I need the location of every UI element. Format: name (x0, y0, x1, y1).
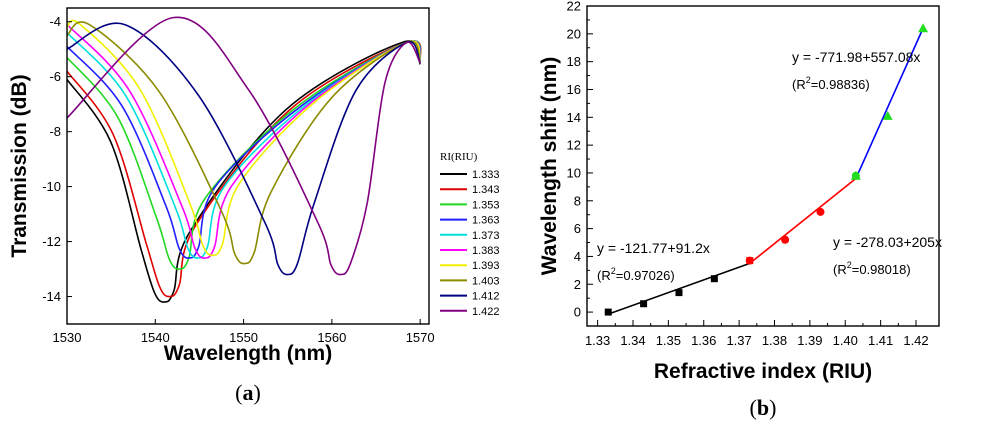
x-tick-label-b: 1.36 (691, 333, 716, 348)
series-line-1.393 (66, 19, 421, 257)
legend-title: RI(RIU) (440, 151, 478, 163)
y-tick-label-a: -14 (42, 289, 61, 304)
plot-frame-a (66, 7, 430, 325)
x-tick-label-b: 1.41 (868, 333, 893, 348)
legend-label: 1.383 (472, 245, 500, 257)
x-tick-label-a: 1550 (229, 330, 258, 345)
fit-line-range3 (855, 27, 924, 179)
x-tick-label-a: 1570 (406, 330, 435, 345)
data-point-circle (781, 235, 790, 244)
x-tick-label-b: 1.40 (833, 333, 858, 348)
y-axis-label-a: Transmission (dB) (8, 74, 31, 257)
series-line-1.422 (66, 16, 421, 276)
x-tick-label-a: 1560 (317, 330, 346, 345)
y-tick-label-b: 6 (574, 221, 581, 236)
data-point-square (675, 289, 683, 297)
legend-label: 1.353 (472, 199, 500, 211)
legend-a: RI(RIU) 1.333 1.343 1.353 1.363 1.373 1.383 1.… (440, 151, 500, 318)
legend-label: 1.403 (472, 275, 500, 287)
series-line-1.353 (66, 40, 422, 270)
panel-label-a: (a) (235, 380, 261, 405)
junction-marker-2 (851, 171, 860, 180)
junction-marker-1 (746, 257, 754, 265)
fit-line-range1 (607, 262, 751, 315)
y-tick-label-b: 8 (574, 193, 581, 208)
y-tick-label-b: 10 (567, 165, 581, 180)
series-line-1.343 (66, 40, 422, 298)
fit-equation-3: y = -771.98+557.08x (792, 49, 920, 65)
fit-equation-1: y = -121.77+91.2x (597, 240, 710, 256)
fit-r2-3: (R2=0.98836) (792, 75, 870, 92)
y-tick-label-b: 18 (567, 54, 581, 69)
legend-label: 1.393 (472, 260, 500, 272)
y-tick-label-a: -4 (49, 14, 61, 29)
x-tick-label-b: 1.33 (585, 333, 610, 348)
series-line-1.412 (66, 22, 421, 276)
legend-label: 1.422 (472, 306, 500, 318)
fit-lines (607, 27, 924, 315)
y-tick-label-a: -8 (49, 124, 61, 139)
axis-ticks-b: 1.33 1.34 1.35 1.36 1.37 1.38 1.39 1.40 1.41 1.42… (567, 0, 929, 348)
x-tick-label-b: 1.34 (620, 333, 645, 348)
series-line-1.403 (66, 21, 421, 265)
y-tick-label-b: 16 (567, 82, 581, 97)
fit-equation-2: y = -278.03+205x (833, 234, 942, 250)
transmission-chart: 1530 1540 1550 1560 1570 -14 -12 -10 -8 -6 -4 Wave… (8, 7, 500, 405)
x-tick-label-a: 1540 (141, 330, 170, 345)
data-points (604, 23, 929, 316)
y-tick-label-b: 0 (574, 305, 581, 320)
y-tick-label-b: 4 (574, 249, 581, 264)
x-tick-label-a: 1530 (53, 330, 82, 345)
transmission-series-group (66, 16, 422, 303)
x-tick-label-b: 1.39 (797, 333, 822, 348)
axis-ticks-a: 1530 1540 1550 1560 1570 -14 -12 -10 -8 -6 -4 (42, 14, 434, 345)
data-point-square (710, 275, 718, 283)
fit-r2-2: (R2=0.98018) (833, 260, 911, 277)
y-tick-label-b: 22 (567, 0, 581, 14)
legend-label: 1.373 (472, 230, 500, 242)
legend-label: 1.333 (472, 169, 500, 181)
legend-label: 1.343 (472, 184, 500, 196)
x-tick-label-b: 1.42 (903, 333, 928, 348)
y-axis-label-b: Wavelength shift (nm) (538, 57, 561, 276)
data-point-triangle (918, 23, 929, 33)
legend-label: 1.363 (472, 215, 500, 227)
y-tick-label-a: -12 (42, 234, 61, 249)
y-tick-label-b: 14 (567, 110, 581, 125)
plot-frame-b (586, 5, 940, 327)
legend-label: 1.412 (472, 291, 500, 303)
x-tick-label-b: 1.37 (726, 333, 751, 348)
panel-label-b: (b) (750, 395, 777, 420)
x-axis-label-a: Wavelength (nm) (164, 342, 332, 365)
data-point-square (640, 300, 648, 308)
x-axis-label-b: Refractive index (RIU) (654, 360, 872, 383)
y-tick-label-b: 20 (567, 26, 581, 41)
fit-line-range2 (749, 177, 857, 265)
y-tick-label-b: 12 (567, 138, 581, 153)
x-tick-label-b: 1.35 (656, 333, 681, 348)
x-tick-label-b: 1.38 (762, 333, 787, 348)
shift-chart: 1.33 1.34 1.35 1.36 1.37 1.38 1.39 1.40 1.41 1.42… (538, 0, 942, 420)
series-line-1.333 (66, 40, 421, 303)
data-point-triangle (882, 110, 893, 120)
y-tick-label-b: 2 (574, 277, 581, 292)
data-point-circle (816, 207, 825, 216)
y-tick-label-a: -10 (42, 179, 61, 194)
fit-r2-1: (R2=0.97026) (597, 266, 675, 283)
data-point-square (604, 308, 612, 316)
y-tick-label-a: -6 (49, 69, 61, 84)
